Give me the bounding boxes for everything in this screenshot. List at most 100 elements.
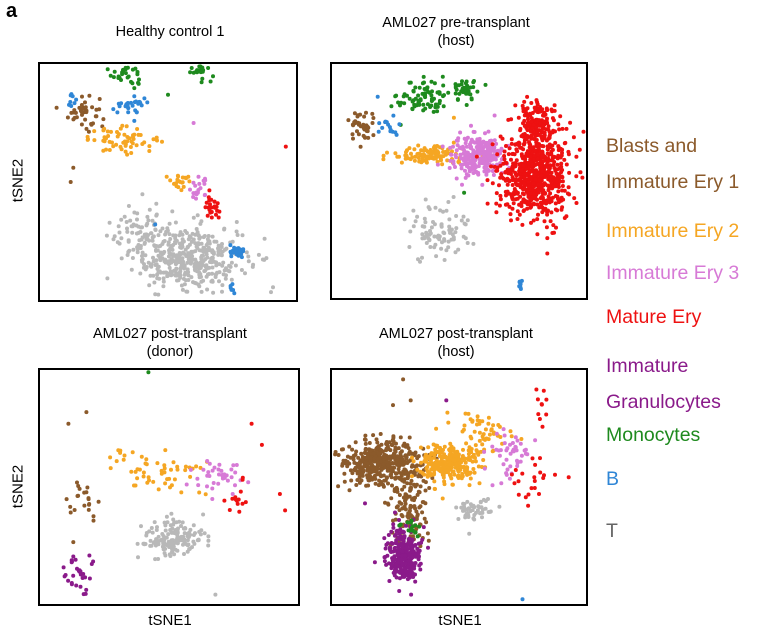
data-point-imm2 [486, 421, 491, 426]
data-point-blasts [400, 457, 405, 462]
data-point-t [161, 284, 166, 289]
data-point-mature [523, 200, 528, 205]
data-point-t [161, 542, 166, 547]
data-point-blasts [394, 485, 399, 490]
data-point-mono [398, 522, 403, 527]
data-point-t [156, 265, 161, 270]
data-point-imm2 [423, 458, 428, 462]
data-point-mature [545, 212, 550, 217]
data-point-imm3 [460, 144, 465, 149]
data-point-t [163, 528, 168, 533]
data-point-gran [78, 584, 83, 589]
data-point-imm3 [201, 467, 206, 472]
data-point-imm3 [472, 140, 477, 145]
data-point-imm3 [246, 480, 251, 485]
data-point-mature [537, 205, 542, 210]
data-point-mature [546, 124, 551, 129]
data-point-mature [528, 143, 533, 148]
data-point-imm2 [434, 426, 439, 431]
data-point-t [471, 503, 476, 508]
data-point-gran [387, 579, 392, 583]
data-point-mature [546, 168, 551, 173]
data-point-mature [485, 201, 490, 206]
data-point-mature [499, 172, 504, 177]
data-point-imm2 [101, 138, 106, 143]
data-point-mono [394, 93, 399, 98]
data-point-t [193, 249, 198, 254]
data-point-mono [424, 86, 429, 91]
data-point-blasts [382, 478, 387, 483]
data-point-mature [535, 102, 540, 107]
data-point-blasts [394, 505, 399, 510]
data-point-imm2 [109, 129, 113, 134]
data-point-blasts [395, 489, 400, 494]
data-point-t [463, 222, 468, 227]
data-point-t [204, 274, 209, 279]
data-point-blasts [356, 455, 361, 460]
data-point-mature [259, 442, 264, 447]
data-point-mature [542, 219, 547, 224]
data-point-mature [512, 481, 517, 486]
data-point-t [172, 268, 177, 273]
data-point-gran [393, 510, 397, 515]
data-point-b [518, 283, 523, 288]
data-point-b [380, 125, 385, 130]
data-point-t [179, 534, 184, 539]
data-point-gran [421, 525, 426, 530]
data-point-b [232, 291, 237, 296]
data-point-b [228, 243, 233, 248]
data-point-t [220, 283, 225, 288]
data-point-imm2 [176, 174, 181, 179]
data-point-t [197, 272, 202, 277]
data-point-mature [207, 188, 212, 193]
data-point-imm3 [496, 448, 501, 453]
data-point-mature [516, 142, 521, 147]
data-point-mature [530, 202, 535, 207]
data-point-imm3 [464, 150, 469, 155]
data-point-t [198, 532, 203, 537]
data-point-t [160, 256, 165, 261]
panel-title-posttransplant-donor: AML027 post-transplant (donor) [25, 325, 315, 361]
data-point-imm2 [105, 129, 110, 134]
data-point-blasts [377, 471, 382, 475]
data-point-mature [540, 194, 544, 199]
data-point-t [182, 540, 187, 545]
data-point-imm2 [420, 157, 425, 162]
data-point-t [465, 499, 470, 504]
data-point-imm2 [479, 449, 483, 454]
data-point-blasts [390, 483, 394, 488]
data-point-blasts [375, 461, 380, 466]
data-point-imm2 [432, 479, 437, 484]
data-point-mature [540, 154, 545, 159]
data-point-imm2 [114, 142, 119, 147]
data-point-b [153, 222, 158, 227]
data-point-t [176, 278, 181, 283]
data-point-blasts [358, 124, 363, 129]
data-point-imm3 [508, 464, 513, 469]
data-point-imm2 [460, 429, 465, 434]
data-point-blasts [360, 471, 365, 476]
data-point-blasts [354, 461, 359, 466]
data-point-gran [69, 560, 74, 565]
data-point-gran [83, 591, 88, 596]
data-point-t [166, 539, 171, 544]
data-point-mono [475, 89, 480, 94]
data-point-t [145, 214, 150, 219]
data-point-imm2 [468, 434, 473, 439]
data-point-imm2 [415, 467, 420, 472]
data-point-t [180, 520, 185, 525]
data-point-t [104, 233, 109, 238]
data-point-t [187, 547, 192, 552]
data-point-mature [530, 126, 535, 130]
data-point-imm3 [510, 441, 515, 445]
data-point-imm2 [180, 175, 185, 180]
data-point-blasts [379, 467, 384, 472]
data-point-imm3 [508, 442, 512, 447]
data-point-t [140, 192, 145, 197]
data-point-imm3 [491, 145, 496, 150]
data-point-mono [446, 90, 451, 95]
data-point-mature [531, 188, 536, 193]
data-point-t [126, 238, 131, 243]
data-point-t [209, 260, 214, 265]
data-point-t [182, 531, 187, 536]
